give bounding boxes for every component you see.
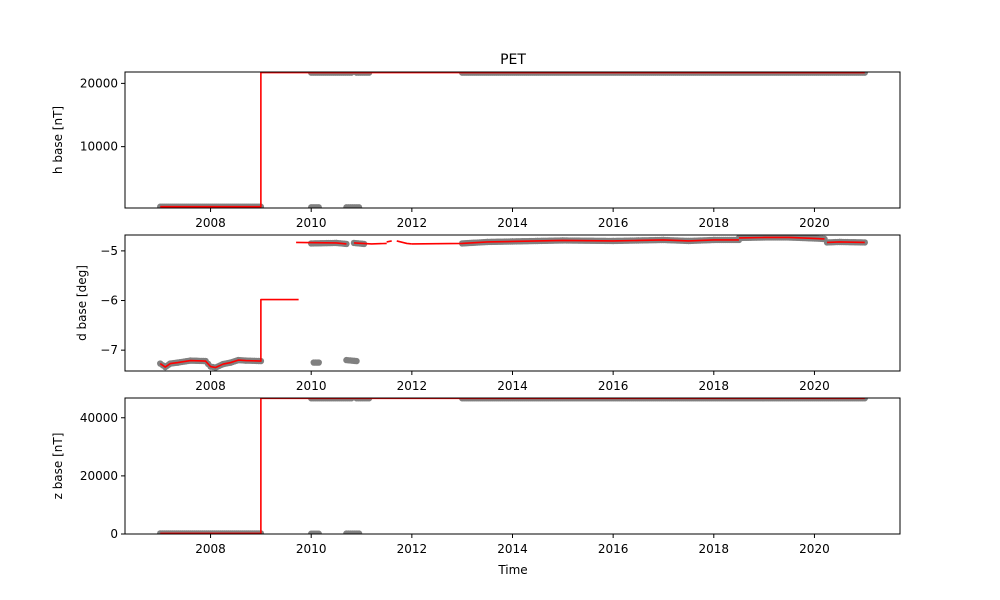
data-point [355, 530, 363, 534]
x-tick-label: 2012 [397, 379, 428, 393]
data-point [353, 357, 360, 365]
y-tick-label: 10000 [80, 140, 118, 154]
x-tick-label: 2016 [598, 542, 629, 556]
x-tick-label: 2020 [799, 542, 830, 556]
y-tick-label: −5 [100, 244, 118, 258]
baseline-line [396, 240, 412, 245]
x-tick-label: 2012 [397, 542, 428, 556]
x-tick-label: 2018 [699, 542, 730, 556]
baseline-line [411, 239, 739, 245]
baseline-line [826, 241, 865, 244]
x-tick-label: 2018 [699, 216, 730, 230]
y-axis-label: z base [nT] [51, 433, 65, 500]
baseline-line [159, 298, 299, 369]
y-tick-label: 40000 [80, 411, 118, 425]
y-axis-label: d base [deg] [75, 265, 89, 341]
x-tick-label: 2016 [598, 379, 629, 393]
x-tick-label: 2016 [598, 216, 629, 230]
x-tick-label: 2010 [296, 216, 327, 230]
y-tick-label: −6 [100, 294, 118, 308]
x-tick-label: 2010 [296, 542, 327, 556]
x-tick-label: 2012 [397, 216, 428, 230]
baseline-line [738, 236, 825, 240]
y-tick-label: 20000 [80, 469, 118, 483]
x-tick-label: 2010 [296, 379, 327, 393]
y-tick-label: 20000 [80, 76, 118, 90]
x-tick-label: 2014 [497, 542, 528, 556]
plot-area [157, 235, 868, 371]
data-point [355, 204, 363, 208]
data-point [315, 359, 322, 366]
chart-title: PET [500, 52, 526, 68]
panel-z-base: z base [nT] Time 2008 2010 2012 2014 2016 201… [51, 397, 901, 577]
x-tick-label: 2018 [699, 379, 730, 393]
data-point [315, 530, 322, 534]
baseline-line [296, 241, 347, 245]
plot-area [157, 398, 868, 534]
y-axis-label: h base [nT] [51, 106, 65, 174]
x-tick-label: 2014 [497, 379, 528, 393]
x-tick-label: 2008 [195, 379, 226, 393]
data-point [315, 204, 322, 208]
y-tick-label: −7 [100, 343, 118, 357]
y-tick-label: 0 [110, 527, 118, 541]
x-tick-label: 2020 [799, 379, 830, 393]
x-tick-label: 2020 [799, 216, 830, 230]
baseline-line [386, 240, 392, 243]
x-tick-label: 2008 [195, 216, 226, 230]
plot-area [157, 72, 868, 208]
panel-h-base: PET h base [nT] 2008 2010 2012 2014 2016 2018… [51, 52, 901, 230]
x-axis-label: Time [497, 563, 527, 577]
x-tick-label: 2014 [497, 216, 528, 230]
baseline-line [160, 72, 865, 208]
panel-d-base: d base [deg] 2008 2010 2012 2014 2016 2018 202… [75, 234, 901, 393]
x-tick-label: 2008 [195, 542, 226, 556]
baseline-line [353, 242, 387, 245]
